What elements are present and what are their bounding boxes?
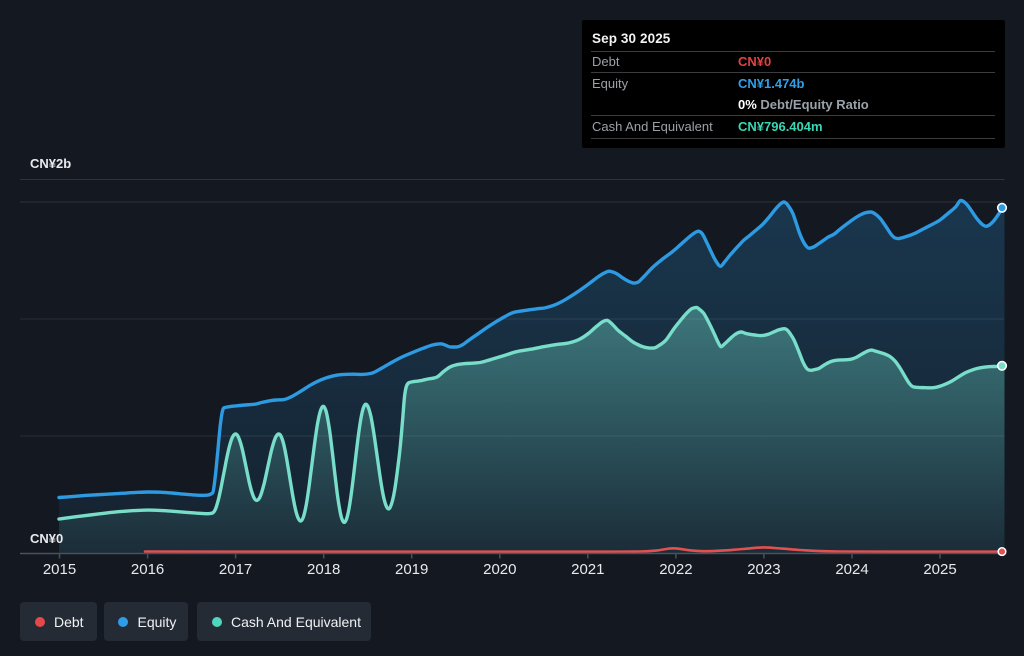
svg-text:2020: 2020 xyxy=(483,561,516,578)
svg-text:2016: 2016 xyxy=(131,561,164,578)
svg-text:2025: 2025 xyxy=(923,561,956,578)
svg-text:2023: 2023 xyxy=(747,561,780,578)
svg-text:2021: 2021 xyxy=(571,561,604,578)
svg-text:2017: 2017 xyxy=(219,561,252,578)
svg-text:2022: 2022 xyxy=(659,561,692,578)
svg-text:2019: 2019 xyxy=(395,561,428,578)
svg-text:2015: 2015 xyxy=(43,561,76,578)
svg-text:2024: 2024 xyxy=(835,561,868,578)
svg-text:CN¥0: CN¥0 xyxy=(30,531,63,546)
svg-text:2018: 2018 xyxy=(307,561,340,578)
svg-text:CN¥2b: CN¥2b xyxy=(30,156,71,171)
